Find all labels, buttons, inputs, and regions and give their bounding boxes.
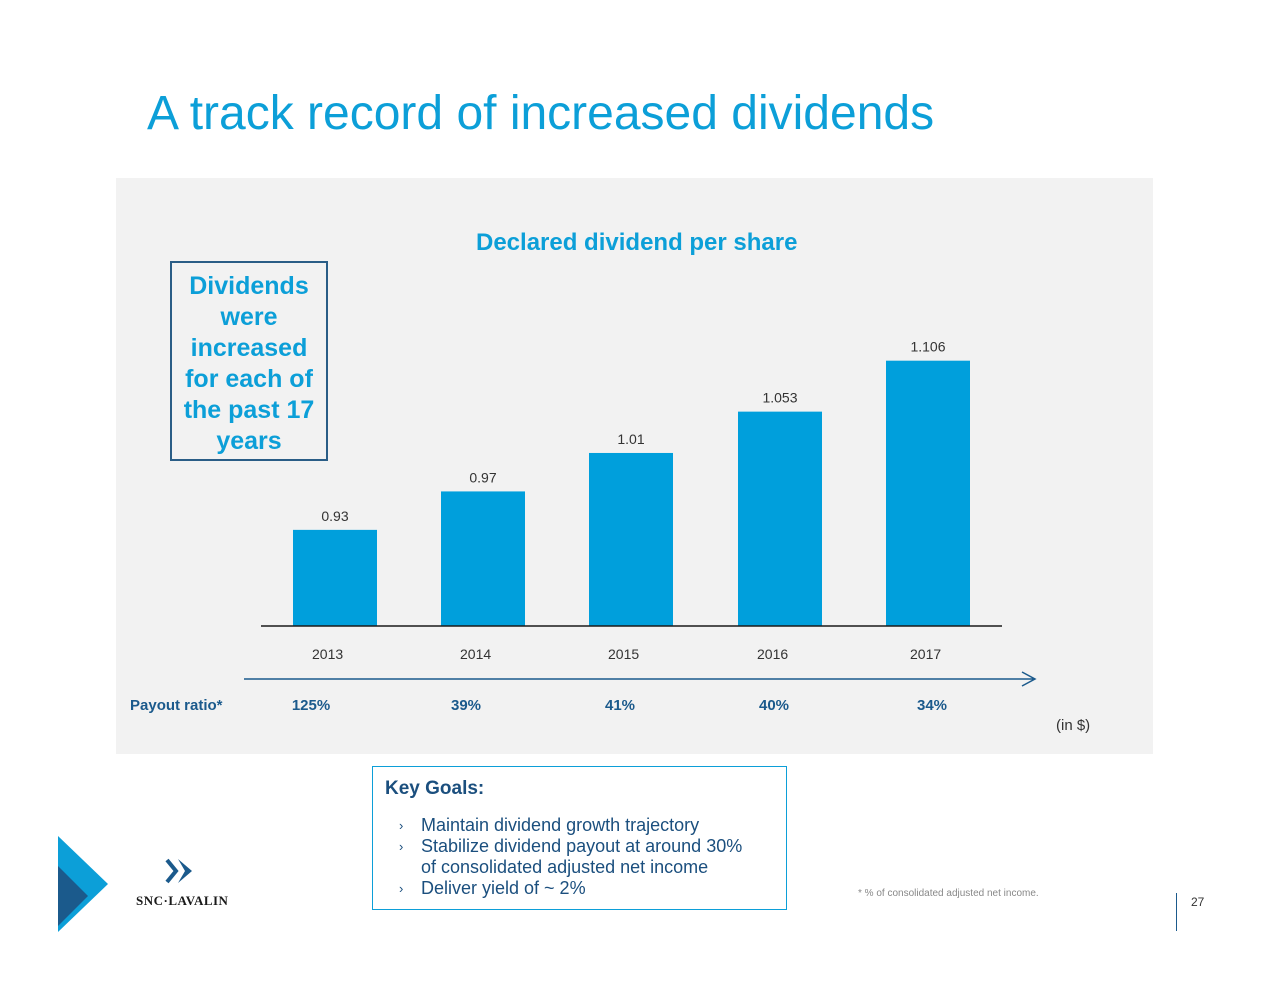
snc-lavalin-logo-text: SNC·LAVALIN — [136, 893, 229, 908]
key-goals-list: › Maintain dividend growth trajectory › … — [395, 815, 742, 899]
chevron-right-icon: › — [399, 839, 404, 854]
bar-2015 — [589, 452, 673, 626]
payout-ratio-2014: 39% — [450, 697, 482, 714]
bar-2017 — [886, 360, 970, 626]
x-tick-label-2015: 2015 — [608, 646, 639, 662]
chevron-right-icon: › — [399, 881, 404, 896]
key-goals-box: Key Goals: › Maintain dividend growth tr… — [372, 766, 787, 910]
snc-lavalin-logo-mark — [58, 836, 108, 932]
snc-lavalin-chevrons-icon — [165, 858, 192, 884]
slide-title: A track record of increased dividends — [147, 87, 935, 140]
goal-text: Deliver yield of ~ 2% — [421, 878, 586, 898]
chart-title: Declared dividend per share — [476, 229, 798, 256]
footnote: * % of consolidated adjusted net income. — [858, 888, 1039, 899]
bar-2014 — [441, 491, 525, 626]
timeline-arrow-icon — [244, 671, 1037, 687]
goal-item: › Maintain dividend growth trajectory — [395, 815, 742, 836]
dividends-callout-box: Dividends were increased for each of the… — [170, 261, 328, 461]
units-label: (in $) — [1056, 717, 1091, 734]
footer-divider — [1176, 893, 1177, 931]
data-label-2015: 1.01 — [617, 431, 644, 447]
goal-text: Maintain dividend growth trajectory — [421, 815, 700, 835]
data-label-2017: 1.106 — [910, 339, 945, 355]
goal-item: › Stabilize dividend payout at around 30… — [395, 836, 742, 878]
key-goals-title: Key Goals: — [385, 778, 485, 799]
payout-ratio-2015: 41% — [604, 697, 636, 714]
bar-2016 — [738, 411, 822, 626]
bar-2013 — [293, 529, 377, 626]
data-label-2016: 1.053 — [762, 390, 797, 406]
data-label-2014: 0.97 — [469, 469, 496, 485]
payout-ratio-2017: 34% — [916, 697, 948, 714]
x-tick-label-2014: 2014 — [460, 646, 491, 662]
payout-ratio-2016: 40% — [758, 697, 790, 714]
goal-item: › Deliver yield of ~ 2% — [395, 878, 742, 899]
page-number: 27 — [1191, 895, 1205, 909]
payout-ratio-2013: 125% — [291, 697, 331, 714]
goal-text: Stabilize dividend payout at around 30% … — [421, 836, 743, 877]
x-tick-label-2017: 2017 — [910, 646, 941, 662]
chevron-right-icon: › — [399, 818, 404, 833]
x-tick-label-2016: 2016 — [757, 646, 788, 662]
payout-ratio-label: Payout ratio* — [130, 697, 223, 714]
data-label-2013: 0.93 — [321, 508, 348, 524]
x-tick-label-2013: 2013 — [312, 646, 343, 662]
